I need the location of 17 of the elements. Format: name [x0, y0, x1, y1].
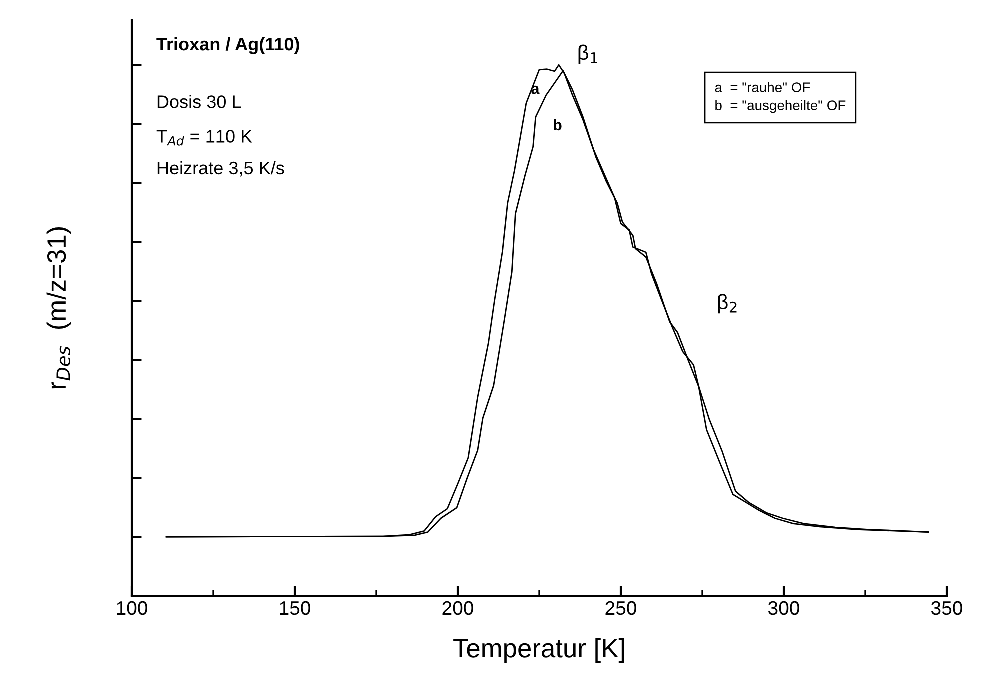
x-axis-title: Temperatur [K]	[454, 638, 624, 664]
x-tick-label: 100	[117, 601, 148, 616]
text: β$_{1}$	[578, 44, 598, 64]
chart-title: Trioxan / Ag(110)	[156, 37, 300, 54]
annotation: Heizrate 3,5 K/s	[158, 161, 284, 177]
series-label: b	[554, 119, 562, 131]
x-tick-label: 150	[280, 601, 310, 616]
annotation: T$_{Ad}$ = 110 K	[156, 130, 252, 146]
x-tick-label: 300	[768, 601, 800, 616]
series-label: a	[532, 86, 540, 94]
annotation: Dosis 30 L	[158, 95, 242, 108]
y-axis-title: r$_{Des}$ (m/z=31)	[46, 227, 72, 389]
x-tick-label: 200	[442, 601, 474, 616]
annotation: a = "rauhe" OF b = "ausgeheilte" OF	[715, 82, 846, 114]
x-tick-label: 350	[932, 601, 962, 616]
annotation: β$_{2}$	[718, 294, 737, 314]
x-tick-label: 250	[606, 601, 636, 616]
